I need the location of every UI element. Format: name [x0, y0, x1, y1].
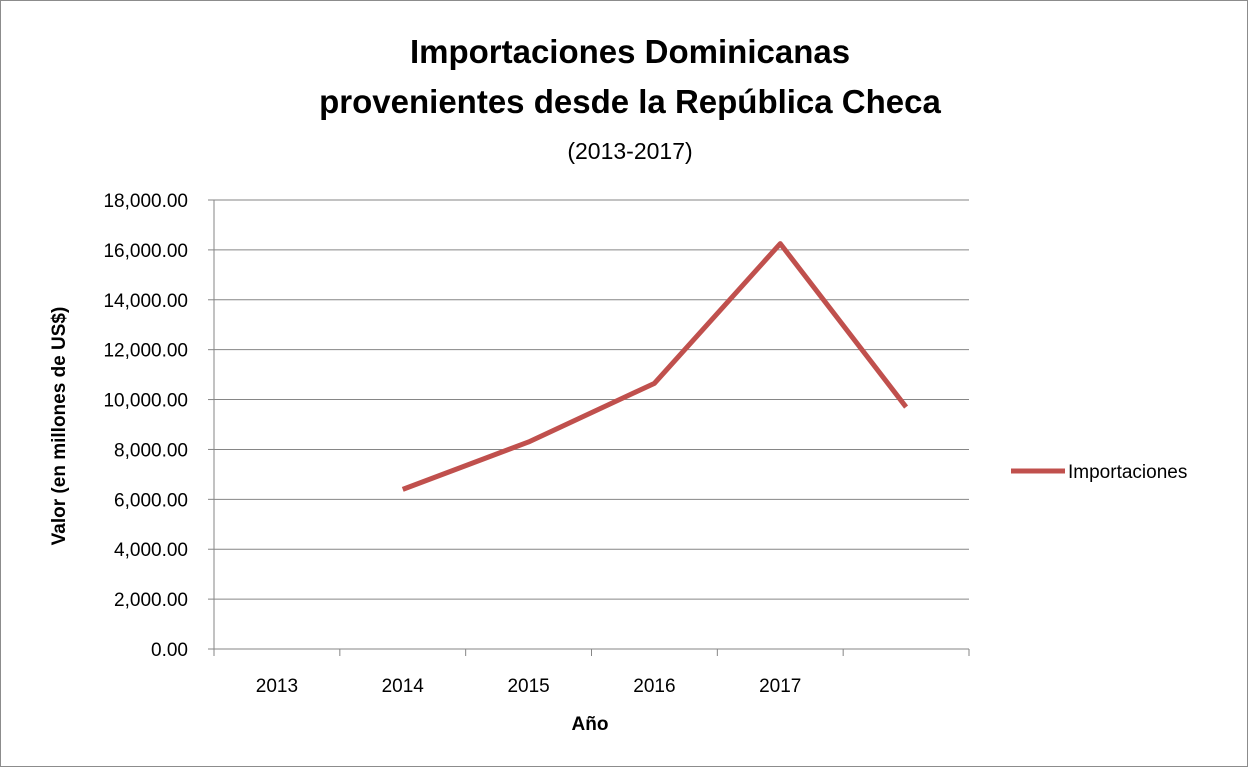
y-tick-label: 4,000.00 [114, 540, 188, 561]
series-layer [401, 241, 909, 492]
y-tick-label: 18,000.00 [103, 191, 188, 212]
y-axis-title: Valor (en millones de US$) [49, 307, 70, 546]
x-tick-label: 2016 [633, 676, 675, 697]
y-tick-label: 8,000.00 [114, 440, 188, 461]
y-tick-label: 14,000.00 [103, 291, 188, 312]
chart-title-line-2: provenientes desde la República Checa [319, 83, 941, 120]
x-axis-title: Año [572, 714, 609, 735]
y-tick-label: 16,000.00 [103, 241, 188, 262]
y-tick-label: 0.00 [151, 640, 188, 661]
x-tick-label: 2017 [759, 676, 801, 697]
x-tick-label: 2014 [382, 676, 425, 697]
chart-title-line-1: Importaciones Dominicanas [410, 33, 850, 70]
x-tick-label: 2013 [256, 676, 298, 697]
y-tick-label: 10,000.00 [103, 391, 188, 412]
legend: Importaciones [1011, 462, 1187, 483]
x-tick-label: 2015 [507, 676, 549, 697]
y-tick-label: 12,000.00 [103, 341, 188, 362]
series-line-importaciones [401, 241, 909, 492]
x-axis: 2013 2014 2015 2016 2017 [208, 200, 970, 697]
y-axis-ticks: 0.00 2,000.00 4,000.00 6,000.00 8,000.00 10,0… [103, 191, 214, 661]
gridlines [214, 199, 969, 600]
y-tick-label: 2,000.00 [114, 590, 188, 611]
chart-subtitle: (2013-2017) [567, 138, 692, 164]
legend-label: Importaciones [1068, 462, 1187, 483]
y-tick-label: 6,000.00 [114, 490, 188, 511]
